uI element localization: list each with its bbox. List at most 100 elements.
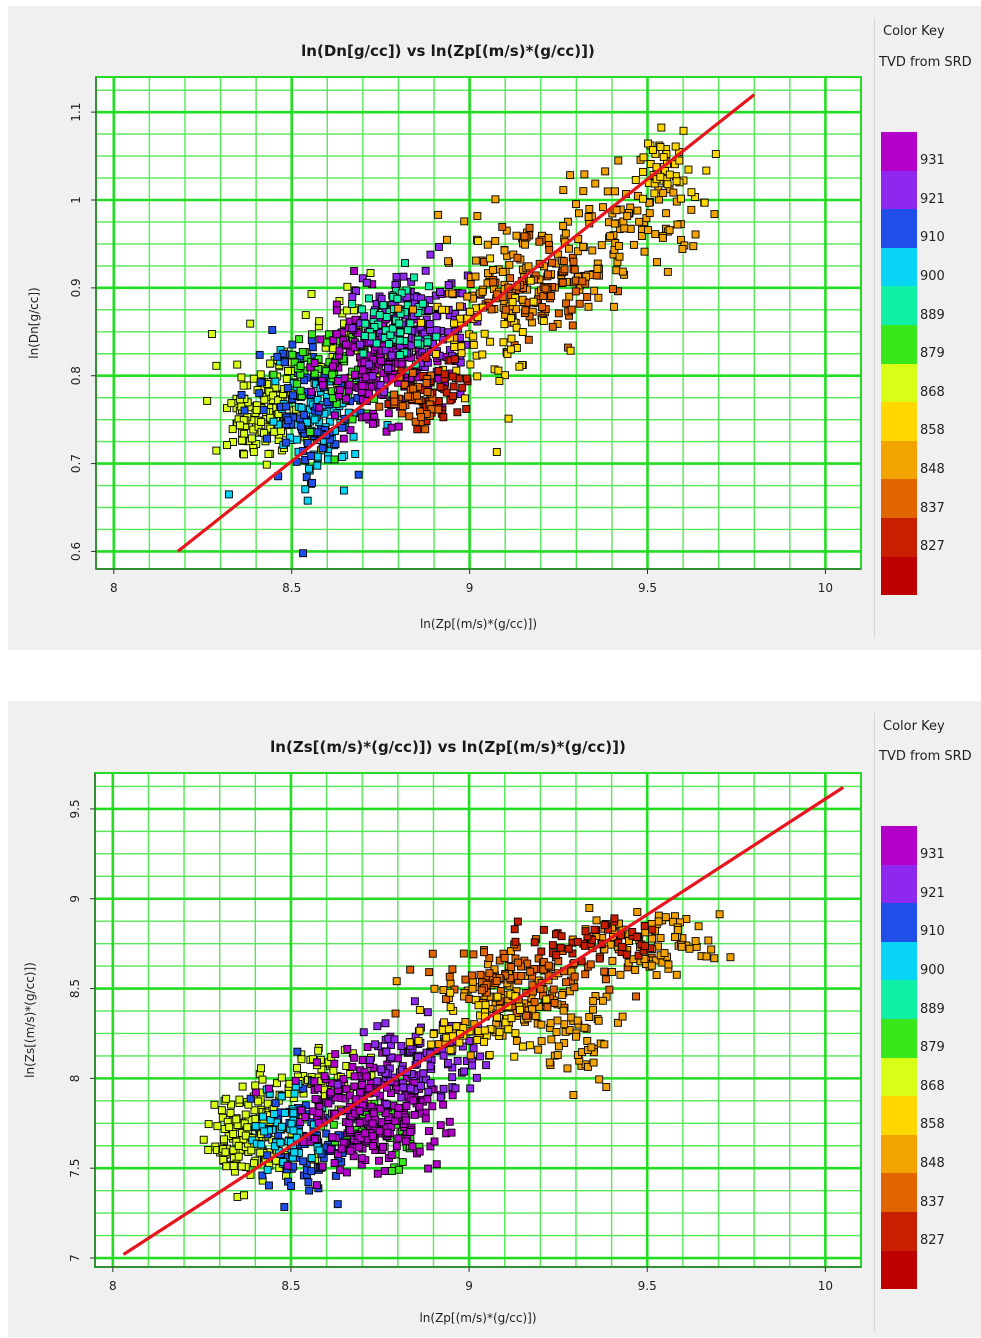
data-point: [439, 986, 448, 994]
data-point: [564, 944, 573, 953]
data-point: [291, 1076, 300, 1085]
data-point: [424, 1127, 433, 1136]
data-point: [220, 1135, 228, 1144]
data-point: [260, 1127, 269, 1136]
data-point: [478, 287, 487, 296]
data-point: [423, 1095, 432, 1104]
color-key-swatch: [881, 1250, 917, 1290]
y-tick-label: 0.9: [69, 278, 83, 297]
data-point: [337, 1144, 346, 1153]
data-point: [315, 403, 324, 412]
data-point: [648, 146, 657, 154]
color-key-swatch: [881, 132, 917, 172]
data-point: [463, 292, 472, 301]
data-point: [272, 1079, 281, 1088]
data-point: [566, 171, 575, 180]
data-point: [305, 1186, 314, 1195]
color-key-swatch: [881, 247, 917, 288]
color-key-swatch: [881, 479, 917, 519]
data-point: [635, 217, 644, 226]
data-point: [424, 1164, 433, 1173]
y-tick-label: 7: [68, 1254, 82, 1262]
data-point: [310, 415, 319, 424]
data-point: [610, 914, 619, 923]
data-point: [553, 1016, 562, 1025]
data-point: [423, 338, 432, 347]
fit-line: [176, 93, 756, 553]
data-point: [264, 450, 273, 458]
data-point: [263, 1151, 272, 1160]
data-point: [595, 1075, 604, 1084]
color-key-label: 848: [920, 1156, 945, 1172]
data-point: [691, 230, 700, 239]
data-point: [415, 1102, 424, 1111]
data-point: [387, 1053, 396, 1062]
data-point: [282, 402, 291, 411]
data-point: [310, 369, 319, 378]
data-point: [204, 1120, 213, 1129]
data-point: [345, 380, 354, 389]
data-point: [564, 244, 573, 253]
data-point: [406, 1128, 415, 1136]
data-point: [234, 1141, 243, 1150]
data-point: [395, 319, 404, 328]
data-point: [593, 264, 602, 273]
data-point: [677, 942, 686, 951]
y-tick-label: 0.8: [69, 366, 83, 385]
data-point: [518, 328, 527, 337]
data-point: [251, 1088, 260, 1097]
data-point: [256, 378, 265, 387]
data-point: [310, 359, 319, 367]
chart-panel-top: ln(Dn[g/cc]) vs ln(Zp[(m/s)*(g/cc)]) 8 8.5…: [8, 6, 981, 650]
data-point: [615, 241, 623, 250]
data-point: [547, 292, 556, 300]
data-point: [715, 910, 724, 919]
data-point: [359, 1028, 368, 1037]
data-point: [615, 252, 624, 261]
data-point: [669, 188, 678, 197]
data-point: [633, 933, 641, 942]
data-point: [409, 273, 418, 282]
x-tick-label: 8.5: [281, 1279, 300, 1293]
color-key-swatch: [881, 903, 917, 943]
color-key-label: 827: [920, 539, 945, 555]
data-point: [390, 397, 399, 406]
data-point: [426, 1142, 435, 1151]
data-point: [639, 167, 648, 176]
data-point: [368, 1132, 377, 1141]
data-point: [360, 312, 369, 321]
data-point: [297, 1106, 306, 1115]
data-point: [600, 967, 609, 976]
data-point: [387, 1151, 396, 1160]
data-point: [521, 306, 530, 315]
data-point: [428, 1102, 437, 1111]
data-point: [356, 340, 364, 349]
data-point: [312, 1181, 321, 1190]
data-point: [330, 411, 339, 420]
data-point: [284, 416, 293, 425]
data-point: [638, 194, 647, 203]
data-point: [451, 1084, 460, 1093]
data-point: [397, 1093, 406, 1102]
data-point: [421, 425, 430, 434]
data-point: [342, 340, 350, 349]
data-point: [645, 209, 654, 218]
data-point: [483, 240, 492, 249]
data-point: [315, 1146, 324, 1155]
data-point: [663, 267, 672, 276]
data-point: [333, 1080, 342, 1089]
data-point: [368, 1119, 377, 1128]
data-point: [453, 1056, 462, 1065]
data-point: [444, 1059, 453, 1067]
data-point: [307, 452, 316, 460]
data-point: [450, 355, 459, 364]
data-point: [417, 1081, 425, 1090]
data-point: [482, 1061, 490, 1070]
data-point: [672, 970, 681, 979]
data-point: [653, 258, 662, 267]
data-point: [410, 1110, 419, 1119]
data-point: [560, 1020, 569, 1029]
data-point: [350, 1072, 359, 1081]
data-point: [251, 1122, 260, 1131]
chart-title: ln(Zs[(m/s)*(g/cc)]) vs ln(Zp[(m/s)*(g/c…: [270, 738, 626, 756]
